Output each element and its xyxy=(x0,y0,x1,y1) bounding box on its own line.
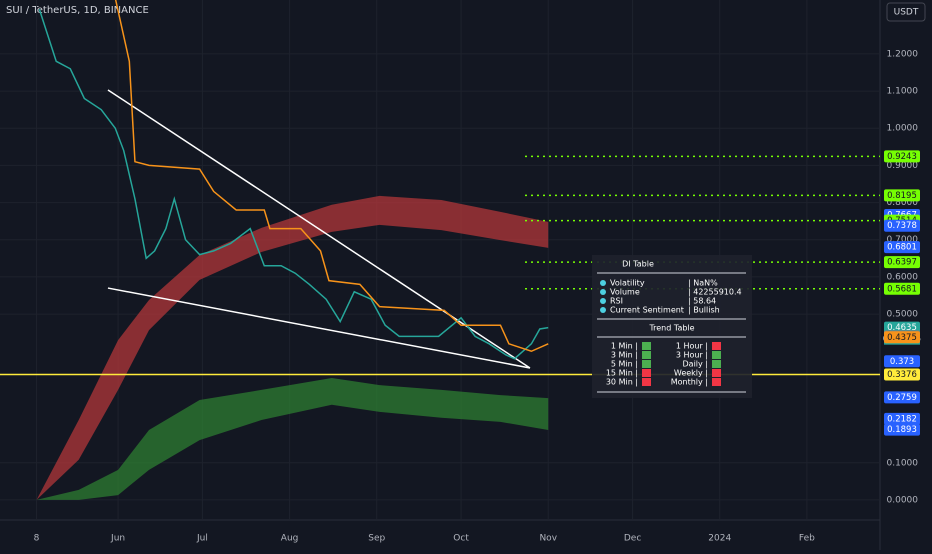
trend-label: Daily | xyxy=(683,360,708,369)
trend-cell xyxy=(712,342,721,350)
row-value: | Bullish xyxy=(688,306,720,315)
trend-label: 3 Hour | xyxy=(676,351,708,360)
trend-cell xyxy=(712,369,721,377)
price-label: 0.3376 xyxy=(887,370,917,380)
price-label-box xyxy=(884,355,920,368)
y-tick-label: 1.2000 xyxy=(887,49,919,59)
y-tick-label: 0.6000 xyxy=(887,272,919,282)
trend-label: 3 Min | xyxy=(611,351,638,360)
x-tick-label: Nov xyxy=(539,534,557,544)
symbol-title: SUI / TetherUS, 1D, BINANCE xyxy=(6,5,149,16)
trend-title: Trend Table xyxy=(648,324,694,333)
price-label-box xyxy=(884,150,920,163)
trend-cell xyxy=(712,378,721,386)
price-label: 0.4375 xyxy=(887,333,917,343)
trend-cell xyxy=(712,351,721,359)
x-tick-label: Feb xyxy=(799,534,815,544)
trend-label: 1 Min | xyxy=(611,342,638,351)
table-title: DI Table xyxy=(622,260,654,269)
row-dot xyxy=(600,280,606,286)
price-label-box xyxy=(884,256,920,269)
y-tick-label: 0.1000 xyxy=(887,458,919,468)
price-label-box xyxy=(884,282,920,295)
x-tick-label: 8 xyxy=(34,534,40,544)
currency-label[interactable]: USDT xyxy=(894,8,919,18)
y-tick-label: 1.0000 xyxy=(887,124,919,134)
y-tick-label: 0.7000 xyxy=(887,235,919,245)
row-value: | NaN% xyxy=(688,279,718,288)
trend-cell xyxy=(642,369,651,377)
x-tick-label: Oct xyxy=(453,534,469,544)
x-tick-label: Aug xyxy=(281,534,299,544)
x-tick-label: Dec xyxy=(624,534,641,544)
price-label-box xyxy=(884,423,920,436)
trend-label: Monthly | xyxy=(671,378,708,387)
row-dot xyxy=(600,298,606,304)
price-label-box xyxy=(884,331,920,344)
row-label: Current Sentiment xyxy=(610,306,684,315)
table-box xyxy=(592,255,752,398)
y-tick-label: 0.0000 xyxy=(887,495,919,505)
trend-cell xyxy=(642,351,651,359)
row-dot xyxy=(600,289,606,295)
price-label: 0.7378 xyxy=(887,221,917,231)
price-label-box xyxy=(884,189,920,202)
price-label: 0.1893 xyxy=(887,425,917,435)
row-dot xyxy=(600,307,606,313)
trend-cell xyxy=(642,360,651,368)
price-label-box xyxy=(884,241,920,254)
price-label: 0.6801 xyxy=(887,243,917,253)
trend-label: 15 Min | xyxy=(606,369,638,378)
price-label-box xyxy=(884,368,920,381)
price-label: 0.5681 xyxy=(887,284,917,294)
y-tick-label: 0.5000 xyxy=(887,310,919,320)
price-label: 0.4635 xyxy=(887,323,917,333)
row-value: | 58.64 xyxy=(688,297,716,306)
y-tick-label: 1.1000 xyxy=(887,87,919,97)
x-tick-label: Jul xyxy=(196,534,208,544)
trend-cell xyxy=(642,342,651,350)
band xyxy=(36,378,549,500)
row-value: | 42255910.4 xyxy=(688,288,742,297)
price-label: 0.6397 xyxy=(887,258,917,268)
price-line xyxy=(114,0,549,353)
price-label: 0.2182 xyxy=(887,414,917,424)
trend-label: 5 Min | xyxy=(611,360,638,369)
x-tick-label: 2024 xyxy=(708,534,731,544)
row-label: Volatility xyxy=(610,279,645,288)
price-label: 0.9243 xyxy=(887,152,917,162)
price-label-box xyxy=(884,219,920,232)
y-tick-label: 0.9000 xyxy=(887,161,919,171)
trendline xyxy=(107,89,531,369)
trend-label: 30 Min | xyxy=(606,378,638,387)
x-tick-label: Jun xyxy=(110,534,125,544)
row-label: RSI xyxy=(610,297,623,306)
trend-label: Weekly | xyxy=(674,369,708,378)
currency-button[interactable] xyxy=(886,2,926,22)
price-label: 0.373 xyxy=(890,357,914,367)
trendline xyxy=(107,287,531,369)
trend-cell xyxy=(712,360,721,368)
price-label-box xyxy=(884,412,920,425)
price-label-box xyxy=(884,391,920,404)
y-tick-label: 0.8000 xyxy=(887,198,919,208)
trend-cell xyxy=(642,378,651,386)
trend-label: 1 Hour | xyxy=(676,342,708,351)
x-tick-label: Sep xyxy=(368,534,385,544)
price-line xyxy=(38,9,549,360)
band xyxy=(36,195,549,500)
price-label: 0.8195 xyxy=(887,191,917,201)
row-label: Volume xyxy=(610,288,640,297)
price-label: 0.2759 xyxy=(887,393,917,403)
